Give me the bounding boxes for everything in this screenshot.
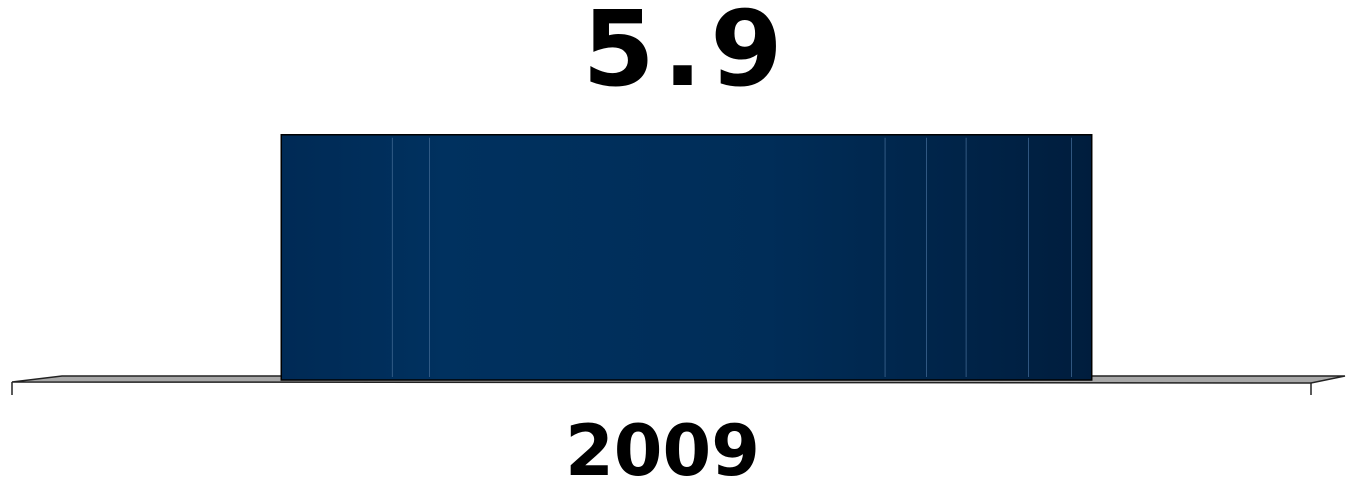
bar [280,134,1093,381]
x-tick-label: 2009 [565,410,760,482]
value-label: 5.9 [582,0,790,110]
